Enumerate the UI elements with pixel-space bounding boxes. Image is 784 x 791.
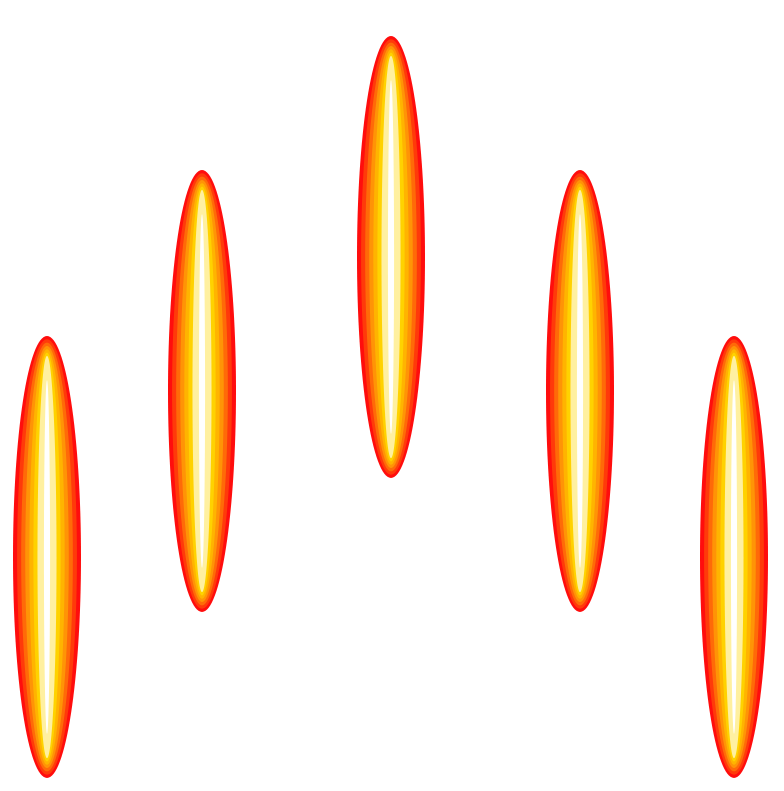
flames-group: [13, 36, 768, 778]
flame-layer: [730, 380, 738, 734]
flame-ellipse-5: [700, 336, 768, 778]
flame-ellipse-3: [357, 36, 425, 478]
flame-layer: [576, 214, 584, 568]
flame-ellipse-4: [546, 170, 614, 612]
flame-ellipse-1: [13, 336, 81, 778]
flame-layer: [198, 214, 206, 568]
flame-ellipse-2: [168, 170, 236, 612]
flame-layer: [43, 380, 51, 734]
flame-layer: [387, 80, 395, 434]
